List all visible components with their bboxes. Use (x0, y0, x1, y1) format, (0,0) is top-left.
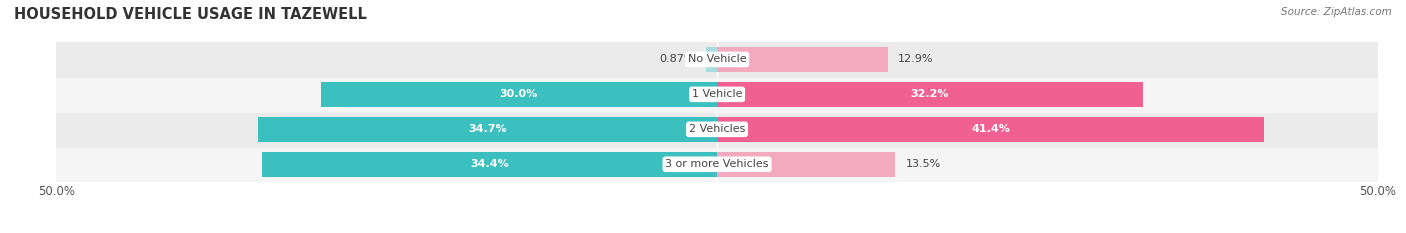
Bar (717, 82, 1143, 107)
Bar (56, 112, 1378, 147)
Text: 0.87%: 0.87% (659, 55, 695, 64)
Bar (263, 152, 717, 177)
Text: 3 or more Vehicles: 3 or more Vehicles (665, 159, 769, 169)
Text: 2 Vehicles: 2 Vehicles (689, 124, 745, 134)
Bar (706, 47, 717, 72)
Bar (56, 147, 1378, 182)
Text: 30.0%: 30.0% (499, 89, 538, 99)
Text: 41.4%: 41.4% (972, 124, 1010, 134)
Bar (259, 117, 717, 142)
Bar (717, 117, 1264, 142)
Text: 34.4%: 34.4% (471, 159, 509, 169)
Text: 34.7%: 34.7% (468, 124, 508, 134)
Text: 12.9%: 12.9% (898, 55, 934, 64)
Bar (321, 82, 717, 107)
Bar (717, 47, 887, 72)
Bar (56, 77, 1378, 112)
Bar (717, 152, 896, 177)
Text: 32.2%: 32.2% (911, 89, 949, 99)
Text: 13.5%: 13.5% (905, 159, 941, 169)
Text: Source: ZipAtlas.com: Source: ZipAtlas.com (1281, 7, 1392, 17)
Text: No Vehicle: No Vehicle (688, 55, 747, 64)
Text: HOUSEHOLD VEHICLE USAGE IN TAZEWELL: HOUSEHOLD VEHICLE USAGE IN TAZEWELL (14, 7, 367, 22)
Text: 1 Vehicle: 1 Vehicle (692, 89, 742, 99)
Bar (56, 42, 1378, 77)
